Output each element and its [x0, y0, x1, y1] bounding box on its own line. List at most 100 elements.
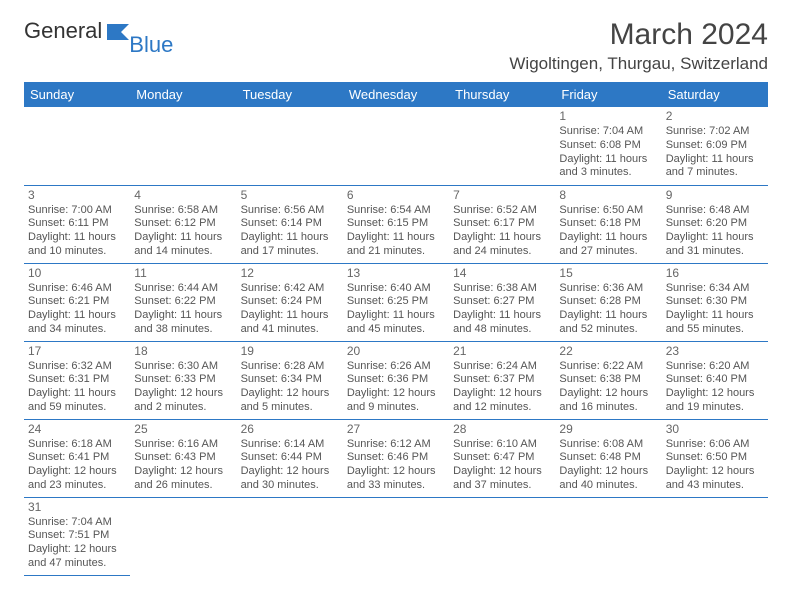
- day-detail: Daylight: 11 hours: [559, 309, 657, 323]
- calendar-cell: 13Sunrise: 6:40 AMSunset: 6:25 PMDayligh…: [343, 263, 449, 341]
- calendar-cell: 30Sunrise: 6:06 AMSunset: 6:50 PMDayligh…: [662, 419, 768, 497]
- calendar-cell: 11Sunrise: 6:44 AMSunset: 6:22 PMDayligh…: [130, 263, 236, 341]
- day-detail: Sunset: 6:18 PM: [559, 217, 657, 231]
- calendar-row: 1Sunrise: 7:04 AMSunset: 6:08 PMDaylight…: [24, 107, 768, 185]
- day-detail: Sunset: 6:12 PM: [134, 217, 232, 231]
- day-detail: and 9 minutes.: [347, 401, 445, 415]
- day-detail: Sunset: 6:33 PM: [134, 373, 232, 387]
- day-detail: Sunrise: 6:32 AM: [28, 360, 126, 374]
- day-number: 26: [241, 422, 339, 437]
- day-detail: and 12 minutes.: [453, 401, 551, 415]
- day-number: 11: [134, 266, 232, 281]
- day-header: Monday: [130, 82, 236, 107]
- day-detail: Sunset: 6:40 PM: [666, 373, 764, 387]
- day-number: 1: [559, 109, 657, 124]
- calendar-cell: 23Sunrise: 6:20 AMSunset: 6:40 PMDayligh…: [662, 341, 768, 419]
- day-detail: Sunrise: 7:04 AM: [559, 125, 657, 139]
- day-detail: Daylight: 11 hours: [134, 231, 232, 245]
- day-number: 29: [559, 422, 657, 437]
- day-detail: Daylight: 11 hours: [453, 309, 551, 323]
- calendar-cell: 18Sunrise: 6:30 AMSunset: 6:33 PMDayligh…: [130, 341, 236, 419]
- day-detail: Sunrise: 6:26 AM: [347, 360, 445, 374]
- day-detail: Sunset: 6:34 PM: [241, 373, 339, 387]
- day-detail: Sunset: 6:28 PM: [559, 295, 657, 309]
- day-number: 6: [347, 188, 445, 203]
- day-detail: and 3 minutes.: [559, 166, 657, 180]
- day-detail: Sunset: 6:30 PM: [666, 295, 764, 309]
- day-detail: Sunrise: 6:50 AM: [559, 204, 657, 218]
- empty-cell: [24, 107, 130, 185]
- day-detail: Sunset: 6:20 PM: [666, 217, 764, 231]
- calendar-table: SundayMondayTuesdayWednesdayThursdayFrid…: [24, 82, 768, 576]
- calendar-cell: 28Sunrise: 6:10 AMSunset: 6:47 PMDayligh…: [449, 419, 555, 497]
- day-number: 13: [347, 266, 445, 281]
- day-detail: Daylight: 12 hours: [241, 465, 339, 479]
- day-detail: and 16 minutes.: [559, 401, 657, 415]
- day-detail: Daylight: 12 hours: [28, 465, 126, 479]
- day-detail: Sunset: 6:41 PM: [28, 451, 126, 465]
- day-detail: Sunset: 6:14 PM: [241, 217, 339, 231]
- day-detail: Sunrise: 6:30 AM: [134, 360, 232, 374]
- day-number: 4: [134, 188, 232, 203]
- day-detail: and 7 minutes.: [666, 166, 764, 180]
- calendar-cell: 6Sunrise: 6:54 AMSunset: 6:15 PMDaylight…: [343, 185, 449, 263]
- calendar-cell: 12Sunrise: 6:42 AMSunset: 6:24 PMDayligh…: [237, 263, 343, 341]
- empty-cell: [237, 497, 343, 575]
- day-detail: Sunset: 6:37 PM: [453, 373, 551, 387]
- day-detail: Sunset: 6:43 PM: [134, 451, 232, 465]
- day-detail: Sunrise: 6:06 AM: [666, 438, 764, 452]
- calendar-cell: 21Sunrise: 6:24 AMSunset: 6:37 PMDayligh…: [449, 341, 555, 419]
- empty-cell: [449, 107, 555, 185]
- day-detail: and 21 minutes.: [347, 245, 445, 259]
- day-detail: Sunset: 6:50 PM: [666, 451, 764, 465]
- day-number: 28: [453, 422, 551, 437]
- day-detail: Sunrise: 6:10 AM: [453, 438, 551, 452]
- day-detail: Sunset: 6:31 PM: [28, 373, 126, 387]
- day-detail: and 37 minutes.: [453, 479, 551, 493]
- day-detail: and 59 minutes.: [28, 401, 126, 415]
- day-detail: and 23 minutes.: [28, 479, 126, 493]
- day-detail: and 27 minutes.: [559, 245, 657, 259]
- day-detail: Daylight: 11 hours: [666, 309, 764, 323]
- day-detail: Sunrise: 6:34 AM: [666, 282, 764, 296]
- day-detail: Daylight: 11 hours: [666, 153, 764, 167]
- day-number: 8: [559, 188, 657, 203]
- day-detail: Sunrise: 6:14 AM: [241, 438, 339, 452]
- day-number: 9: [666, 188, 764, 203]
- calendar-row: 10Sunrise: 6:46 AMSunset: 6:21 PMDayligh…: [24, 263, 768, 341]
- day-detail: Sunrise: 6:56 AM: [241, 204, 339, 218]
- day-number: 17: [28, 344, 126, 359]
- calendar-row: 31Sunrise: 7:04 AMSunset: 7:51 PMDayligh…: [24, 497, 768, 575]
- day-detail: and 55 minutes.: [666, 323, 764, 337]
- day-detail: and 17 minutes.: [241, 245, 339, 259]
- logo: General Blue: [24, 18, 175, 46]
- day-detail: Daylight: 12 hours: [559, 387, 657, 401]
- day-detail: Sunset: 6:11 PM: [28, 217, 126, 231]
- day-detail: Daylight: 11 hours: [347, 231, 445, 245]
- day-detail: and 41 minutes.: [241, 323, 339, 337]
- day-detail: Sunrise: 6:38 AM: [453, 282, 551, 296]
- calendar-cell: 3Sunrise: 7:00 AMSunset: 6:11 PMDaylight…: [24, 185, 130, 263]
- day-detail: Sunrise: 6:20 AM: [666, 360, 764, 374]
- day-detail: and 30 minutes.: [241, 479, 339, 493]
- day-detail: Daylight: 11 hours: [241, 309, 339, 323]
- day-detail: Sunrise: 6:08 AM: [559, 438, 657, 452]
- empty-cell: [130, 497, 236, 575]
- day-number: 10: [28, 266, 126, 281]
- day-detail: Sunrise: 6:28 AM: [241, 360, 339, 374]
- day-detail: and 5 minutes.: [241, 401, 339, 415]
- calendar-row: 24Sunrise: 6:18 AMSunset: 6:41 PMDayligh…: [24, 419, 768, 497]
- day-detail: Daylight: 11 hours: [453, 231, 551, 245]
- calendar-cell: 10Sunrise: 6:46 AMSunset: 6:21 PMDayligh…: [24, 263, 130, 341]
- calendar-cell: 24Sunrise: 6:18 AMSunset: 6:41 PMDayligh…: [24, 419, 130, 497]
- day-number: 16: [666, 266, 764, 281]
- calendar-cell: 29Sunrise: 6:08 AMSunset: 6:48 PMDayligh…: [555, 419, 661, 497]
- calendar-cell: 31Sunrise: 7:04 AMSunset: 7:51 PMDayligh…: [24, 497, 130, 575]
- day-detail: Daylight: 12 hours: [453, 387, 551, 401]
- day-detail: Sunrise: 7:00 AM: [28, 204, 126, 218]
- day-detail: Sunset: 6:09 PM: [666, 139, 764, 153]
- calendar-cell: 25Sunrise: 6:16 AMSunset: 6:43 PMDayligh…: [130, 419, 236, 497]
- day-detail: Daylight: 12 hours: [666, 465, 764, 479]
- empty-cell: [343, 107, 449, 185]
- day-detail: and 24 minutes.: [453, 245, 551, 259]
